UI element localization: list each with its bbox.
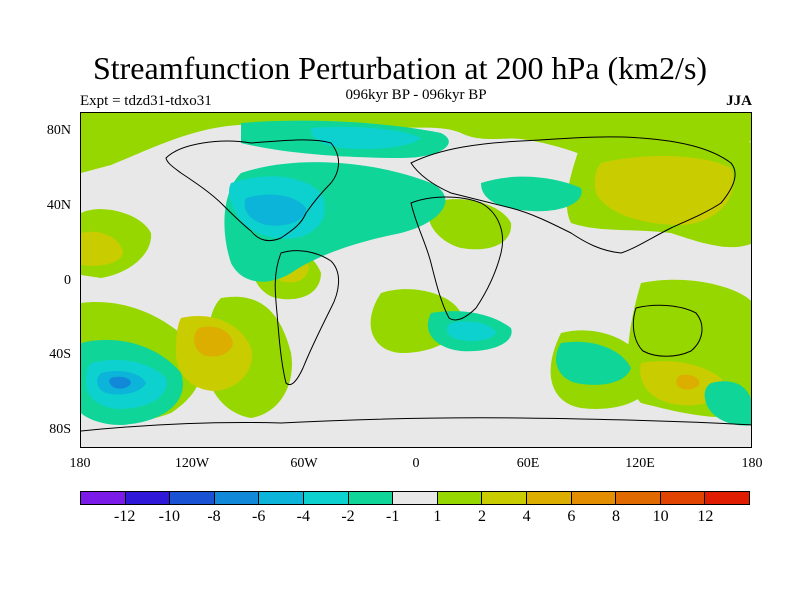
green-africa [428, 199, 512, 250]
colorbar-label: 4 [522, 508, 531, 525]
coast-australia [632, 304, 703, 357]
lat-tick-80s: 80S [49, 422, 71, 437]
lon-tick-180w: 180 [69, 456, 91, 471]
colorbar-swatch-8 [437, 492, 483, 504]
lon-tick-180e: 180 [741, 456, 763, 471]
lat-tick-80n: 80N [46, 123, 71, 138]
yellow-north-pacific [81, 231, 123, 266]
coast-eurasia [410, 136, 736, 254]
positive-anomaly-yellow [81, 156, 734, 406]
cyan-arctic-core [310, 126, 421, 150]
colorbar-label: 10 [652, 508, 669, 525]
lon-tick-120e: 120E [625, 456, 655, 471]
colorbar-label: -1 [385, 508, 400, 525]
streamfunction-map [81, 113, 751, 447]
coast-north-america [165, 139, 339, 242]
colorbar-swatch-0 [81, 492, 126, 504]
colorbar-swatch-11 [571, 492, 617, 504]
colorbar-swatch-1 [125, 492, 171, 504]
colorbar-swatch-10 [526, 492, 572, 504]
colorbar [80, 491, 750, 505]
lat-tick-40s: 40S [49, 347, 71, 362]
colorbar-label: 6 [567, 508, 576, 525]
colorbar-swatch-4 [259, 492, 304, 504]
lon-tick-0: 0 [412, 456, 420, 471]
teal-southeast [704, 381, 751, 426]
green-arctic-band [81, 113, 751, 173]
yellow-east-asia [594, 156, 734, 225]
coast-south-america [274, 250, 339, 386]
lon-tick-60e: 60E [516, 456, 540, 471]
season-label: JJA [726, 93, 752, 109]
colorbar-label: 2 [478, 508, 486, 525]
colorbar-label: -6 [251, 508, 266, 525]
colorbar-label: -12 [113, 508, 136, 525]
positive-anomaly-orange [194, 326, 700, 390]
blue-south-pacific-center [109, 376, 131, 389]
experiment-label: Expt = tdzd31-tdxo31 [80, 93, 212, 109]
colorbar-swatch-6 [348, 492, 394, 504]
colorbar-label: -10 [158, 508, 180, 525]
colorbar-label: 12 [697, 508, 714, 525]
colorbar-swatch-5 [303, 492, 349, 504]
teal-australia-south [556, 341, 631, 385]
lightblue-north-america-core [244, 194, 306, 226]
orange-south-pacific-core [194, 326, 233, 357]
map-subtitle: 096kyr BP - 096kyr BP [345, 87, 487, 103]
colorbar-label: 8 [612, 508, 620, 525]
colorbar-label: -8 [207, 508, 221, 525]
lon-tick-60w: 60W [290, 456, 318, 471]
map-title: Streamfunction Perturbation at 200 hPa (… [92, 50, 708, 86]
colorbar-label: -2 [341, 508, 355, 525]
orange-south-indian-core [676, 374, 700, 390]
colorbar-swatch-13 [660, 492, 706, 504]
colorbar-swatch-3 [214, 492, 260, 504]
colorbar-swatch-7 [393, 492, 438, 504]
coastlines [81, 136, 751, 432]
lat-tick-40n: 40N [46, 198, 71, 213]
map-panel [80, 112, 752, 448]
colorbar-swatch-12 [616, 492, 661, 504]
colorbar-label: -4 [296, 508, 310, 525]
colorbar-swatch-9 [482, 492, 527, 504]
colorbar-swatch-14 [705, 492, 749, 504]
coast-antarctica [81, 417, 751, 432]
cyan-south-africa-core [446, 321, 496, 341]
coast-africa [410, 196, 504, 321]
teal-east-europe [481, 176, 582, 212]
colorbar-swatch-2 [170, 492, 215, 504]
lon-tick-120w: 120W [174, 456, 210, 471]
lat-tick-0: 0 [64, 273, 71, 288]
negative-anomaly-blue [109, 376, 131, 389]
colorbar-label: 1 [433, 508, 442, 525]
